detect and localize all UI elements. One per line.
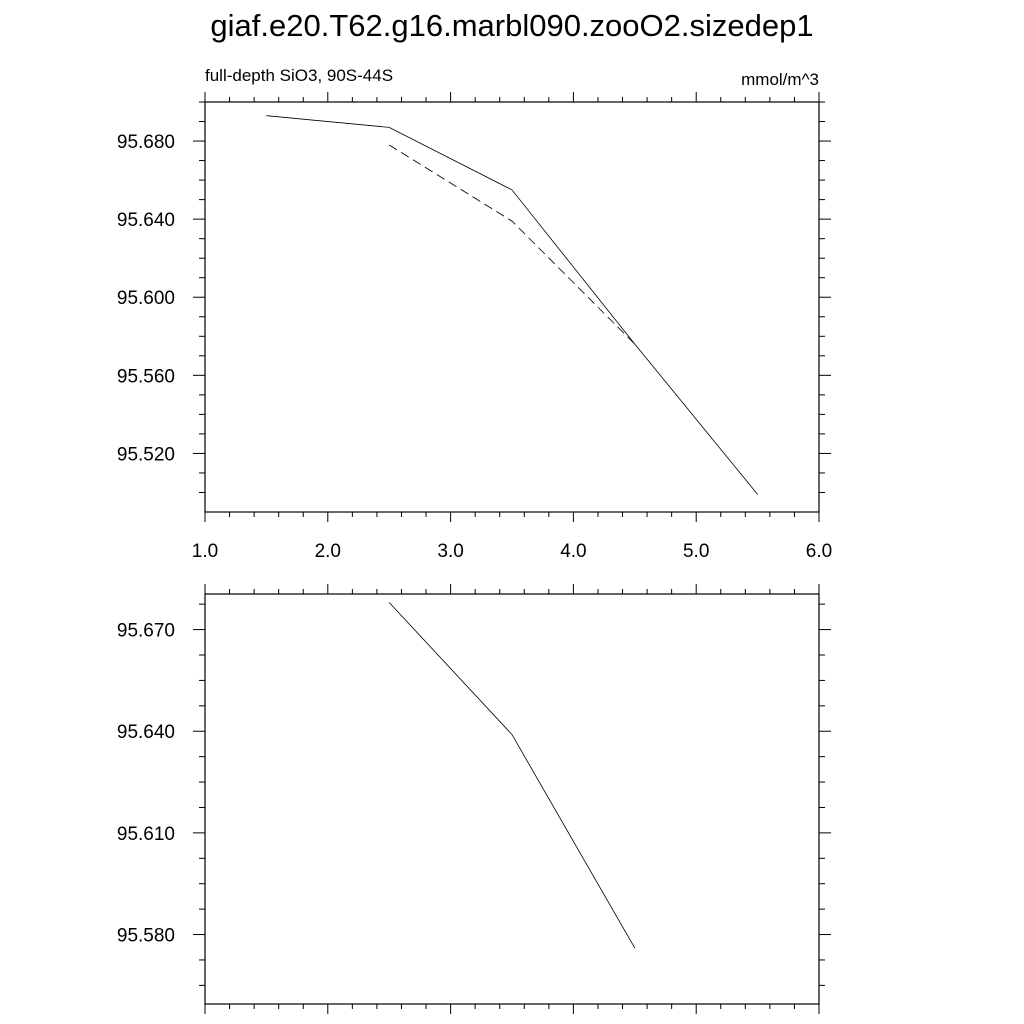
bottom-y-tick-label: 95.580 <box>117 926 175 947</box>
top-right-units-label: mmol/m^3 <box>741 70 819 89</box>
bottom-series-line-solid <box>388 602 636 949</box>
top-y-tick-label: 95.680 <box>117 132 175 153</box>
bottom-y-tick-label: 95.670 <box>117 621 175 642</box>
bottom-y-tick-label: 95.610 <box>117 824 175 845</box>
top-panel: full-depth SiO3, 90S-44S mmol/m^3 1.0 2.0… <box>117 66 832 562</box>
bottom-y-tick-label: 95.640 <box>117 722 175 743</box>
top-series-line-solid <box>266 115 758 495</box>
top-x-tick-label: 4.0 <box>560 541 586 562</box>
top-plot-frame <box>204 101 820 513</box>
top-y-tick-label: 95.640 <box>117 210 175 231</box>
top-x-tick-label: 6.0 <box>806 541 832 562</box>
figure-title: giaf.e20.T62.g16.marbl090.zooO2.sizedep1 <box>210 8 813 43</box>
top-left-label: full-depth SiO3, 90S-44S <box>205 66 393 85</box>
top-x-tick-label: 2.0 <box>315 541 341 562</box>
top-y-tick-label: 95.600 <box>117 288 175 309</box>
top-y-tick-label: 95.520 <box>117 444 175 465</box>
top-x-tick-label: 1.0 <box>192 541 218 562</box>
top-x-tick-label: 3.0 <box>437 541 463 562</box>
top-y-tick-label: 95.560 <box>117 366 175 387</box>
bottom-plot-frame <box>204 593 820 1005</box>
top-series-line-dashed <box>388 144 636 345</box>
top-x-tick-label: 5.0 <box>683 541 709 562</box>
bottom-panel: 95.580 95.610 95.640 95.670 <box>117 584 831 1014</box>
